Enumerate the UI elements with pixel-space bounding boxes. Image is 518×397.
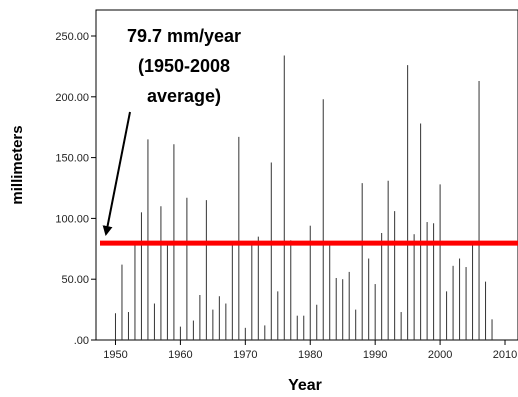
- average-annotation-line-2: (1950-2008: [138, 56, 230, 76]
- average-annotation-line-1: 79.7 mm/year: [127, 26, 241, 46]
- x-tick-label: 2010: [493, 349, 517, 361]
- bars-group: [114, 55, 493, 340]
- x-tick-label: 1960: [168, 349, 192, 361]
- annotation-arrow: [102, 111, 131, 236]
- x-axis-title: Year: [288, 377, 322, 394]
- y-axis-title: millimeters: [9, 125, 26, 204]
- x-tick-label: 2000: [428, 349, 452, 361]
- y-tick-label: 100.00: [55, 213, 89, 225]
- x-tick-label: 1970: [233, 349, 257, 361]
- y-axis: .00 50.00 100.00 150.00 200.00 250.00: [55, 31, 96, 347]
- x-tick-label: 1950: [103, 349, 127, 361]
- y-tick-label: 250.00: [55, 31, 89, 43]
- x-axis: 1950 1960 1970 1980 1990 2000 2010: [103, 340, 517, 361]
- average-annotation-line-3: average): [147, 86, 221, 106]
- x-tick-label: 1980: [298, 349, 322, 361]
- y-tick-label: 200.00: [55, 92, 89, 104]
- y-tick-label: .00: [74, 335, 89, 347]
- plot-area: [95, 9, 518, 341]
- y-tick-label: 150.00: [55, 153, 89, 165]
- y-tick-label: 50.00: [61, 274, 89, 286]
- x-tick-label: 1990: [363, 349, 387, 361]
